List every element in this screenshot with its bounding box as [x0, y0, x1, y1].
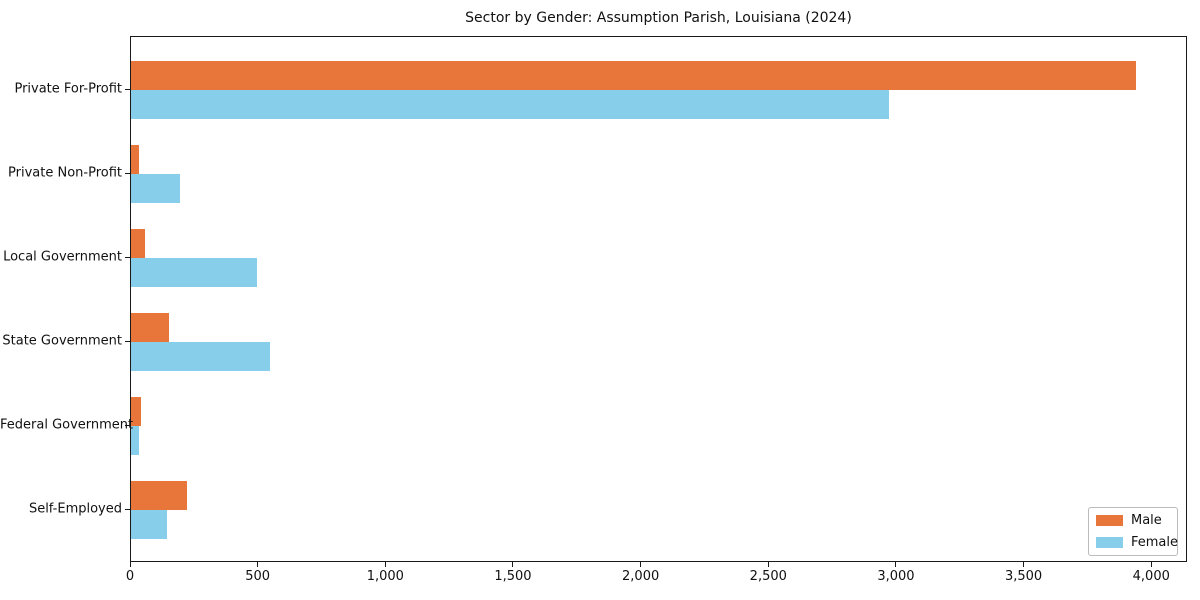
x-tick-mark — [767, 562, 769, 567]
legend-item-female: Female — [1096, 536, 1178, 549]
x-tick-label: 4,000 — [1132, 569, 1170, 584]
bar-female-6 — [131, 510, 167, 539]
bar-female-2 — [131, 174, 180, 203]
y-tick-mark — [125, 340, 130, 342]
x-tick-mark — [1023, 562, 1025, 567]
y-tick-label: Private For-Profit — [14, 81, 122, 97]
x-tick-mark — [384, 562, 386, 567]
y-tick-label: Federal Government — [0, 417, 134, 433]
bar-male-2 — [131, 145, 139, 174]
y-tick-label: Self-Employed — [28, 501, 122, 517]
y-tick-mark — [125, 172, 130, 174]
male-legend-label: Male — [1131, 513, 1162, 528]
x-tick-mark — [512, 562, 514, 567]
female-legend-label: Female — [1131, 535, 1179, 550]
bar-male-4 — [131, 313, 169, 342]
x-tick-mark — [1150, 562, 1152, 567]
x-tick-mark — [257, 562, 259, 567]
x-tick-label: 3,500 — [1004, 569, 1043, 584]
x-tick-label: 0 — [125, 569, 135, 584]
chart-title: Sector by Gender: Assumption Parish, Lou… — [465, 10, 852, 26]
x-tick-label: 500 — [245, 569, 271, 584]
x-tick-label: 1,500 — [494, 569, 532, 584]
y-tick-mark — [125, 424, 130, 426]
y-tick-label: Private Non-Profit — [8, 165, 122, 181]
x-tick-mark — [895, 562, 897, 567]
x-tick-label: 3,000 — [877, 569, 915, 584]
male-series-swatch — [1096, 515, 1123, 526]
bar-male-1 — [131, 61, 1136, 90]
bar-female-5 — [131, 426, 139, 455]
x-tick-mark — [640, 562, 642, 567]
y-tick-label: State Government — [2, 333, 122, 349]
bar-female-1 — [131, 90, 889, 119]
y-tick-mark — [125, 508, 130, 510]
x-tick-label: 2,000 — [622, 569, 660, 584]
bar-female-4 — [131, 342, 270, 371]
legend: Male Female — [1088, 507, 1178, 556]
bar-male-5 — [131, 397, 141, 426]
bar-male-6 — [131, 481, 187, 510]
bar-male-3 — [131, 229, 145, 258]
bar-female-3 — [131, 258, 257, 287]
female-series-swatch — [1096, 537, 1123, 548]
plot-area — [130, 36, 1187, 562]
y-tick-label: Local Government — [3, 249, 122, 265]
x-tick-label: 1,000 — [366, 569, 404, 584]
y-tick-mark — [125, 88, 130, 90]
x-tick-label: 2,500 — [749, 569, 787, 584]
y-tick-mark — [125, 256, 130, 258]
x-tick-mark — [129, 562, 131, 567]
legend-item-male: Male — [1096, 514, 1170, 527]
